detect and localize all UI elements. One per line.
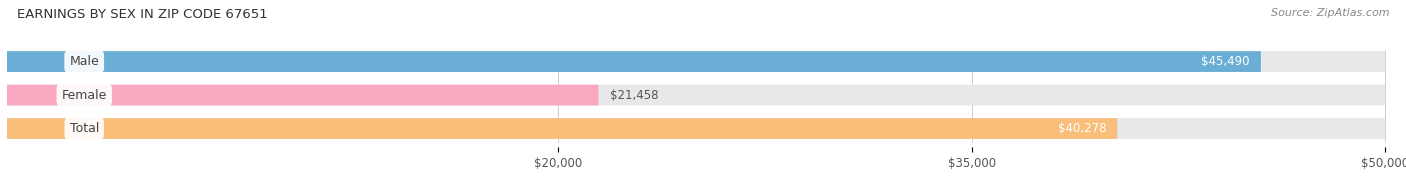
Text: Source: ZipAtlas.com: Source: ZipAtlas.com: [1271, 8, 1389, 18]
FancyBboxPatch shape: [7, 85, 1385, 105]
Text: Male: Male: [69, 55, 98, 68]
FancyBboxPatch shape: [7, 118, 1118, 139]
FancyBboxPatch shape: [7, 51, 1385, 72]
Text: $40,278: $40,278: [1057, 122, 1107, 135]
Text: $21,458: $21,458: [610, 89, 658, 102]
Text: Female: Female: [62, 89, 107, 102]
Text: $45,490: $45,490: [1201, 55, 1250, 68]
FancyBboxPatch shape: [7, 85, 599, 105]
Text: EARNINGS BY SEX IN ZIP CODE 67651: EARNINGS BY SEX IN ZIP CODE 67651: [17, 8, 267, 21]
Text: Total: Total: [69, 122, 98, 135]
FancyBboxPatch shape: [7, 118, 1385, 139]
FancyBboxPatch shape: [7, 51, 1261, 72]
